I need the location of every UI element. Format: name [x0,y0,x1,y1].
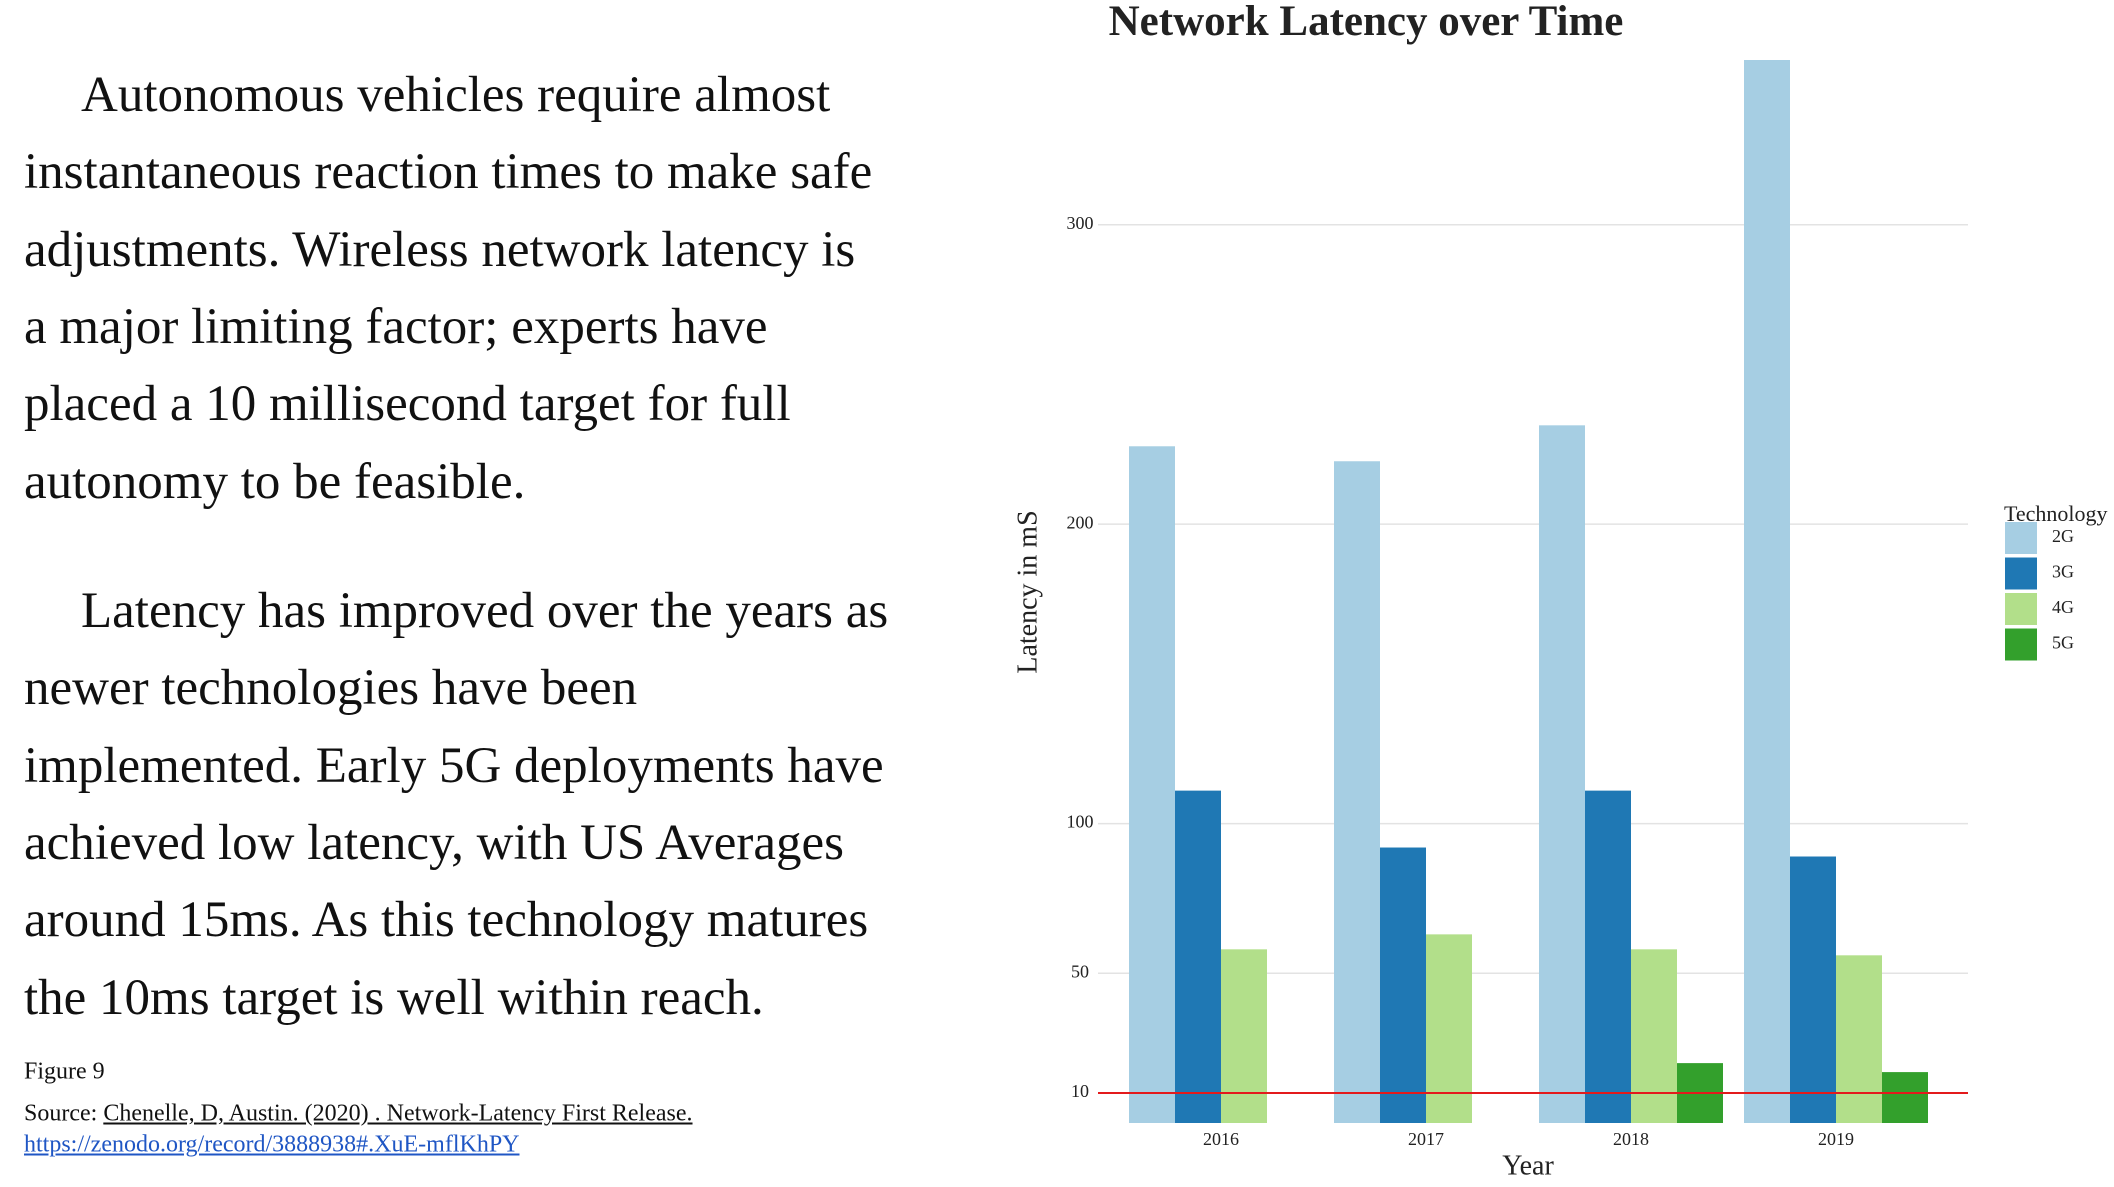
bar [1882,1072,1928,1123]
bar [1836,955,1882,1123]
figure-label: Figure 9 [24,1058,105,1085]
x-tick-label: 2017 [1408,1129,1444,1149]
bar [1744,60,1790,1123]
y-tick-label: 10 [1071,1081,1089,1101]
legend-swatch [2005,522,2037,554]
legend-label: 4G [2052,597,2074,617]
y-tick-label: 200 [1067,512,1094,532]
x-axis-label: Year [1502,1150,1554,1181]
paragraph-line: instantaneous reaction times to make saf… [24,144,873,201]
paragraph-line: a major limiting factor; experts have [24,298,768,355]
y-tick-label: 100 [1067,812,1094,832]
bar [1426,934,1472,1123]
legend-swatch [2005,628,2037,661]
y-tick-label: 300 [1067,213,1094,233]
legend-swatch [2005,593,2037,625]
x-tick-label: 2016 [1203,1129,1239,1149]
paragraph-line: the 10ms target is well within reach. [24,969,764,1026]
x-tick-label: 2018 [1613,1129,1649,1149]
legend-label: 3G [2052,562,2074,582]
paragraph-line: autonomy to be feasible. [24,453,526,510]
paragraph-line: adjustments. Wireless network latency is [24,221,856,278]
source: Source: Chenelle, D, Austin. (2020) . Ne… [24,1101,693,1128]
source-citation: Chenelle, D, Austin. (2020) . Network-La… [103,1100,693,1127]
bar [1334,461,1380,1123]
paragraph-line: implemented. Early 5G deployments have [24,737,884,794]
bar [1380,847,1426,1123]
legend-label: 2G [2052,526,2074,546]
legend-swatch [2005,557,2037,590]
y-tick-label: 50 [1071,961,1089,981]
chart-title: Network Latency over Time [1109,0,1624,45]
paragraph-line: Latency has improved over the years as [81,583,889,639]
paragraph-line: around 15ms. As this technology matures [24,892,869,949]
y-axis-label: Latency in mS [1012,510,1043,673]
bar [1539,425,1585,1123]
paragraph-line: newer technologies have been [24,660,638,717]
bar [1790,856,1836,1123]
x-tick-label: 2019 [1818,1129,1854,1149]
paragraph-line: placed a 10 millisecond target for full [24,376,791,433]
source-prefix: Source: [24,1100,98,1127]
paragraph-line: Autonomous vehicles require almost [81,67,831,123]
bar [1221,949,1267,1123]
bar [1585,790,1631,1123]
source-link[interactable]: https://zenodo.org/record/3888938#.XuE-m… [24,1131,520,1158]
bar [1175,790,1221,1123]
paragraph-line: achieved low latency, with US Averages [24,814,844,871]
bar [1631,949,1677,1123]
legend-label: 5G [2052,633,2074,653]
legend-title: Technology [2004,501,2108,526]
bar [1129,446,1175,1123]
